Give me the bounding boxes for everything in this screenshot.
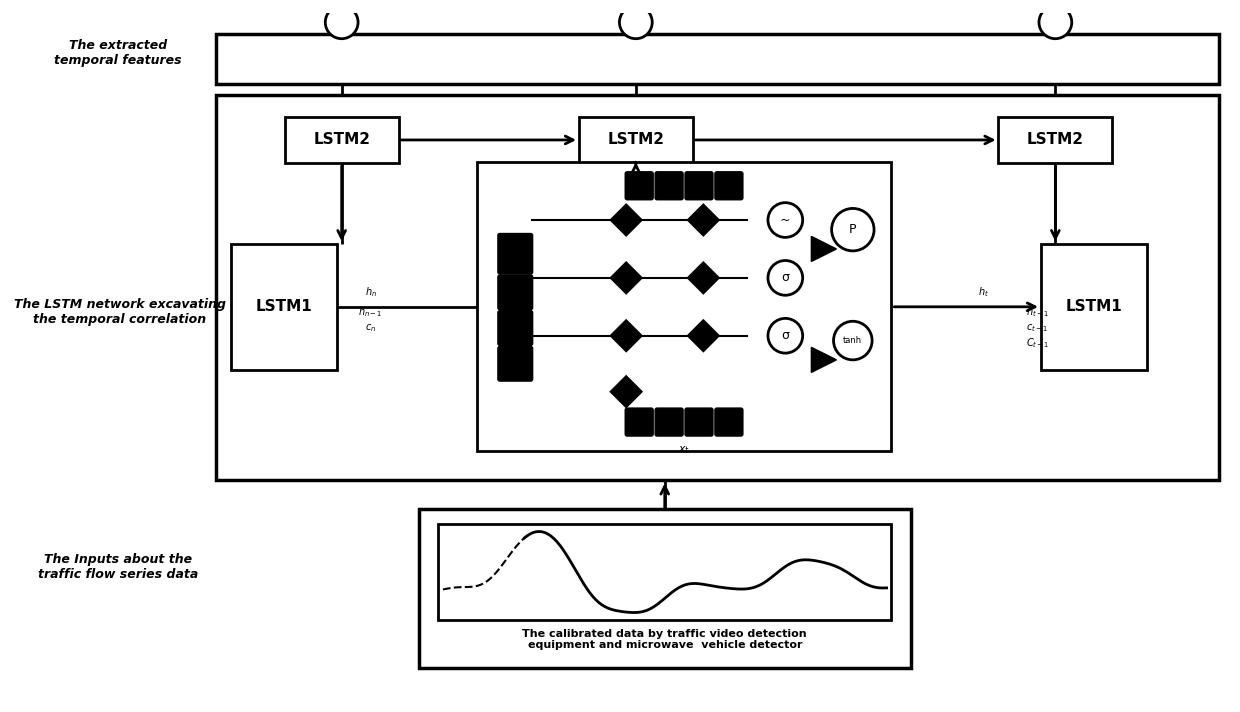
Text: LSTM1: LSTM1 (1065, 299, 1122, 314)
Polygon shape (688, 204, 719, 236)
Text: $h_n$: $h_n$ (365, 286, 377, 299)
FancyBboxPatch shape (715, 172, 743, 200)
FancyBboxPatch shape (498, 275, 533, 310)
FancyBboxPatch shape (625, 172, 653, 200)
Circle shape (832, 209, 874, 251)
Polygon shape (611, 320, 641, 351)
FancyBboxPatch shape (498, 234, 533, 274)
Polygon shape (611, 376, 641, 407)
Circle shape (768, 318, 802, 353)
Polygon shape (811, 347, 837, 372)
Text: $c_n$: $c_n$ (365, 322, 376, 334)
Circle shape (325, 6, 358, 38)
Circle shape (620, 6, 652, 38)
Text: The Inputs about the
traffic flow series data: The Inputs about the traffic flow series… (37, 553, 198, 581)
Text: P: P (849, 223, 857, 236)
FancyBboxPatch shape (498, 346, 533, 381)
Circle shape (768, 203, 802, 237)
Text: LSTM2: LSTM2 (1027, 132, 1084, 147)
Bar (579, 117, 693, 163)
Text: ~: ~ (780, 214, 791, 226)
Polygon shape (688, 263, 719, 293)
FancyBboxPatch shape (684, 408, 713, 436)
FancyBboxPatch shape (715, 408, 743, 436)
Text: $h_{t-1}$: $h_{t-1}$ (1027, 305, 1049, 318)
Text: The LSTM network excavating
the temporal correlation: The LSTM network excavating the temporal… (14, 298, 226, 325)
Bar (285, 117, 398, 163)
Bar (476, 162, 892, 451)
Text: $C_{t-1}$: $C_{t-1}$ (1027, 337, 1050, 350)
FancyBboxPatch shape (655, 172, 683, 200)
Bar (216, 95, 1219, 481)
FancyBboxPatch shape (625, 408, 653, 436)
Bar (419, 509, 910, 669)
Text: σ: σ (781, 271, 790, 284)
Bar (998, 117, 1112, 163)
Circle shape (1039, 6, 1071, 38)
Text: $h_t$: $h_t$ (630, 171, 642, 184)
Text: tanh: tanh (843, 336, 862, 345)
Bar (216, 34, 1219, 84)
Bar (438, 524, 892, 620)
Text: $c_{t-1}$: $c_{t-1}$ (1027, 322, 1049, 334)
Text: LSTM2: LSTM2 (608, 132, 665, 147)
FancyBboxPatch shape (498, 310, 533, 345)
Polygon shape (811, 236, 837, 261)
Text: σ: σ (781, 329, 790, 342)
FancyBboxPatch shape (655, 408, 683, 436)
Bar (1040, 244, 1147, 370)
FancyBboxPatch shape (684, 172, 713, 200)
Polygon shape (611, 263, 641, 293)
Text: $x_t$: $x_t$ (678, 444, 691, 456)
Circle shape (833, 321, 872, 360)
Polygon shape (688, 320, 719, 351)
Bar (231, 244, 337, 370)
Polygon shape (611, 204, 641, 236)
Text: LSTM2: LSTM2 (314, 132, 371, 147)
Text: The calibrated data by traffic video detection
equipment and microwave  vehicle : The calibrated data by traffic video det… (522, 629, 807, 650)
Circle shape (768, 261, 802, 295)
Text: $h_t$: $h_t$ (978, 286, 990, 299)
Text: The extracted
temporal features: The extracted temporal features (55, 39, 182, 67)
Text: $h_{n-1}$: $h_{n-1}$ (358, 305, 383, 318)
Text: LSTM1: LSTM1 (255, 299, 312, 314)
